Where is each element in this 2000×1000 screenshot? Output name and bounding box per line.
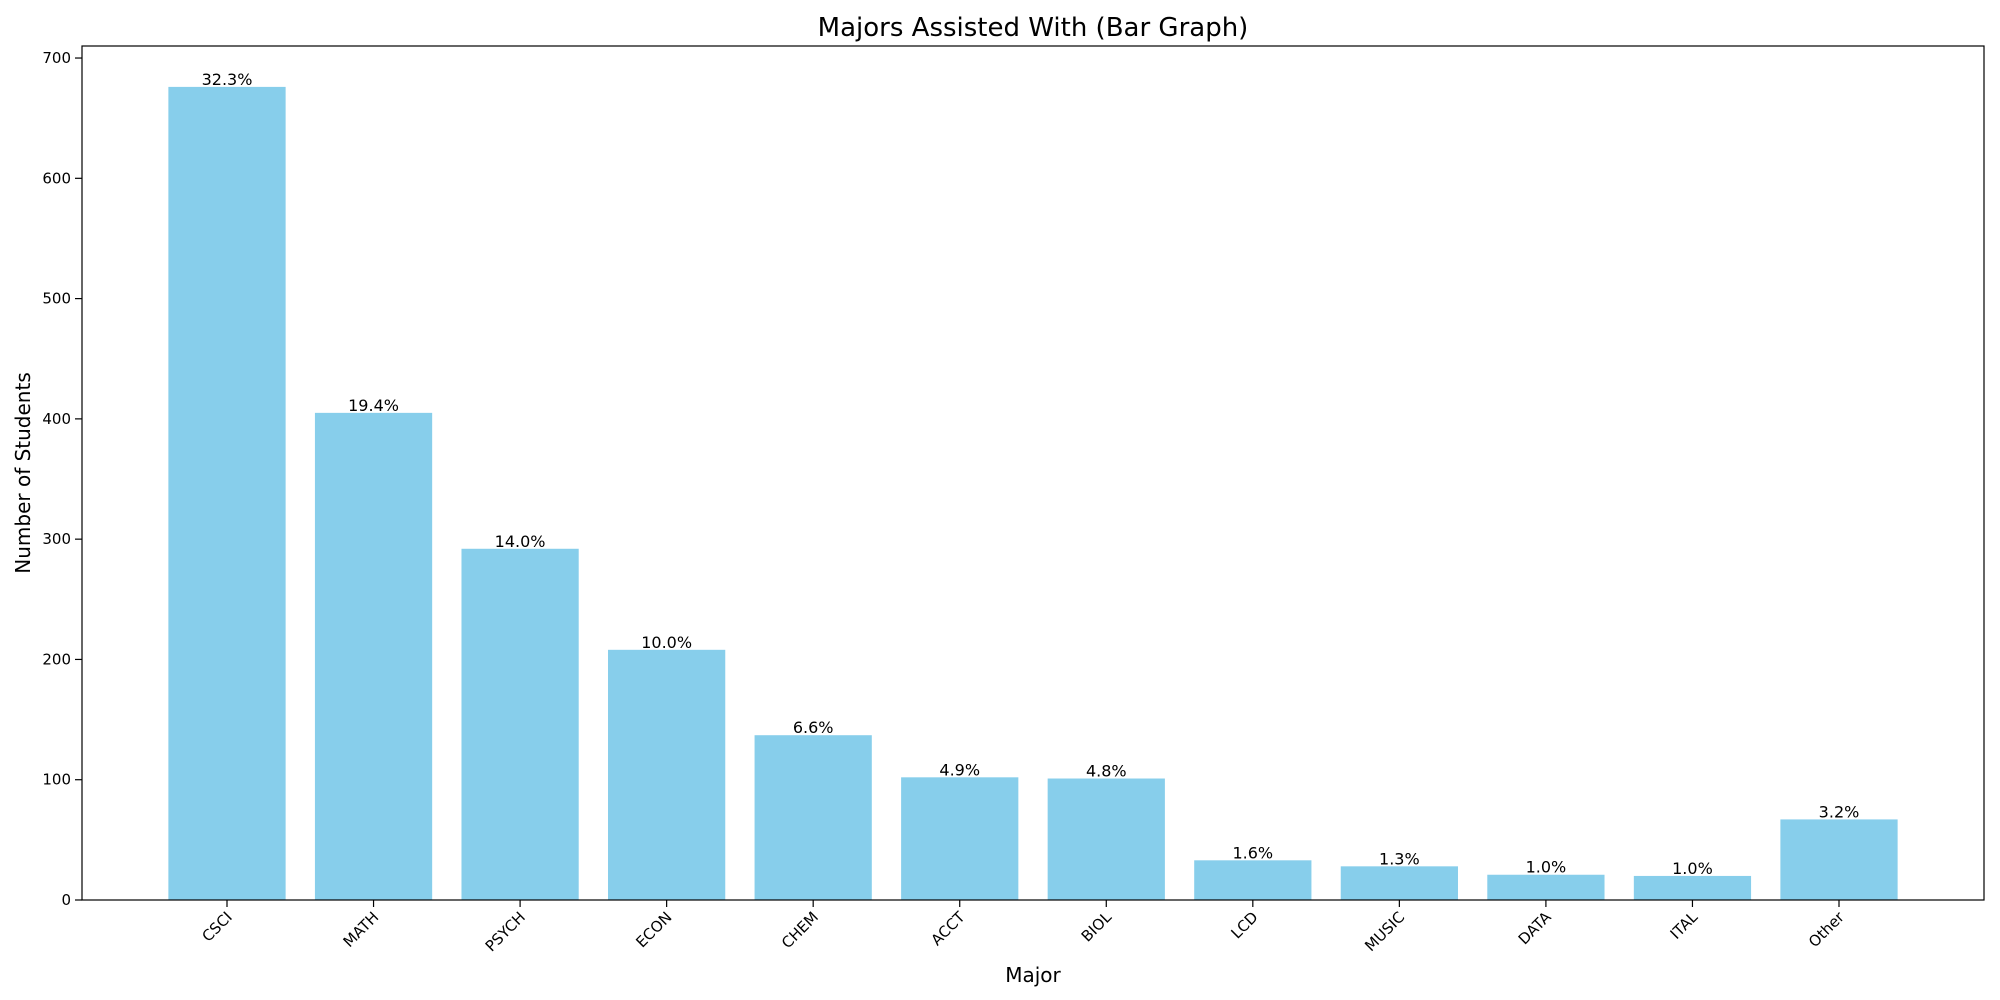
data-label-biol: 4.8% — [1086, 762, 1127, 781]
data-label-data: 1.0% — [1526, 858, 1567, 877]
bar-chem — [754, 735, 872, 900]
x-tick-label: ITAL — [1667, 908, 1702, 943]
data-label-math: 19.4% — [348, 396, 399, 415]
data-label-chem: 6.6% — [793, 718, 834, 737]
x-tick-label: BIOL — [1078, 908, 1116, 946]
y-tick-label: 700 — [42, 49, 71, 67]
data-labels-layer: 32.3% 19.4% 14.0% 10.0% 6.6% 4.9% 4.8% 1.6% 1.3%… — [202, 70, 1860, 878]
bar-acct — [901, 777, 1019, 900]
bar-biol — [1047, 778, 1165, 900]
x-tick-label: ECON — [632, 908, 675, 951]
bar-other — [1780, 819, 1898, 900]
data-label-econ: 10.0% — [641, 633, 692, 652]
y-axis: 0 100 200 300 400 500 600 700 — [42, 49, 82, 909]
y-tick-label: 0 — [61, 891, 71, 909]
bar-econ — [608, 649, 726, 900]
x-tick-label: Other — [1805, 908, 1848, 951]
bar-math — [314, 412, 433, 900]
chart-title: Majors Assisted With (Bar Graph) — [818, 13, 1249, 43]
data-label-other: 3.2% — [1819, 802, 1860, 821]
x-tick-label: DATA — [1515, 908, 1556, 949]
bar-lcd — [1194, 860, 1312, 900]
x-axis-label: Major — [1005, 963, 1061, 987]
x-tick-label: CHEM — [778, 908, 822, 952]
bar-psych — [461, 548, 579, 900]
x-tick-label: ACCT — [927, 908, 969, 950]
data-label-psych: 14.0% — [495, 532, 546, 551]
bar-data — [1487, 874, 1605, 900]
y-tick-label: 600 — [42, 169, 71, 187]
x-axis: CSCI MATH PSYCH ECON CHEM ACCT BIOL LCD MUSIC DAT… — [198, 900, 1848, 955]
data-label-acct: 4.9% — [939, 760, 980, 779]
data-label-lcd: 1.6% — [1232, 843, 1273, 862]
data-label-music: 1.3% — [1379, 849, 1420, 868]
y-tick-label: 500 — [42, 290, 71, 308]
plot-frame — [81, 45, 1985, 901]
data-label-csci: 32.3% — [202, 70, 253, 89]
y-tick-label: 100 — [42, 771, 71, 789]
x-tick-label: MUSIC — [1361, 908, 1408, 955]
x-tick-label: CSCI — [198, 908, 235, 945]
x-tick-label: LCD — [1227, 908, 1261, 942]
y-tick-label: 300 — [42, 530, 71, 548]
bars-layer — [168, 86, 1898, 901]
bar-csci — [168, 86, 286, 901]
data-label-ital: 1.0% — [1672, 859, 1713, 878]
y-axis-label: Number of Students — [11, 372, 35, 573]
y-tick-label: 200 — [42, 650, 71, 668]
bar-ital — [1633, 875, 1752, 900]
y-tick-label: 400 — [42, 410, 71, 428]
bar-music — [1340, 866, 1458, 900]
x-tick-label: PSYCH — [482, 908, 529, 955]
x-tick-label: MATH — [340, 908, 383, 951]
